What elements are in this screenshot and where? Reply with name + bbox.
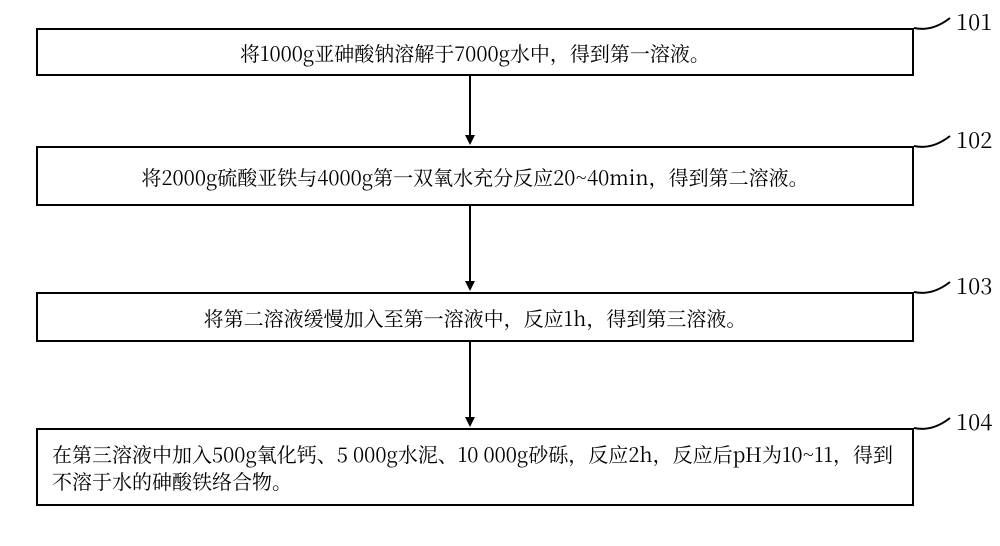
flow-step-label-101: 101	[956, 6, 992, 37]
callout-line-102	[914, 136, 950, 147]
flow-step-label-102: 102	[956, 124, 992, 155]
flow-step-text: 将1000g亚砷酸钠溶解于7000g水中，得到第一溶液。	[52, 39, 898, 66]
flowchart-canvas: 将1000g亚砷酸钠溶解于7000g水中，得到第一溶液。 101 将2000g硫酸亚…	[0, 0, 1000, 546]
flow-step-label-104: 104	[956, 406, 992, 437]
flow-step-102: 将2000g硫酸亚铁与4000g第一双氧水充分反应20~40min，得到第二溶液…	[36, 146, 914, 206]
flow-step-label-103: 103	[956, 270, 992, 301]
flow-step-text: 将2000g硫酸亚铁与4000g第一双氧水充分反应20~40min，得到第二溶液…	[52, 163, 898, 190]
flow-step-104: 在第三溶液中加入500g氧化钙、5 000g水泥、10 000g砂砾，反应2h，…	[36, 428, 914, 506]
callout-line-103	[914, 282, 950, 293]
flow-step-101: 将1000g亚砷酸钠溶解于7000g水中，得到第一溶液。	[36, 28, 914, 76]
callout-line-101	[914, 18, 950, 29]
flow-step-text: 将第二溶液缓慢加入至第一溶液中，反应1h，得到第三溶液。	[52, 304, 898, 331]
flow-step-text: 在第三溶液中加入500g氧化钙、5 000g水泥、10 000g砂砾，反应2h，…	[52, 440, 898, 494]
flow-step-103: 将第二溶液缓慢加入至第一溶液中，反应1h，得到第三溶液。	[36, 292, 914, 342]
callout-line-104	[914, 418, 950, 429]
